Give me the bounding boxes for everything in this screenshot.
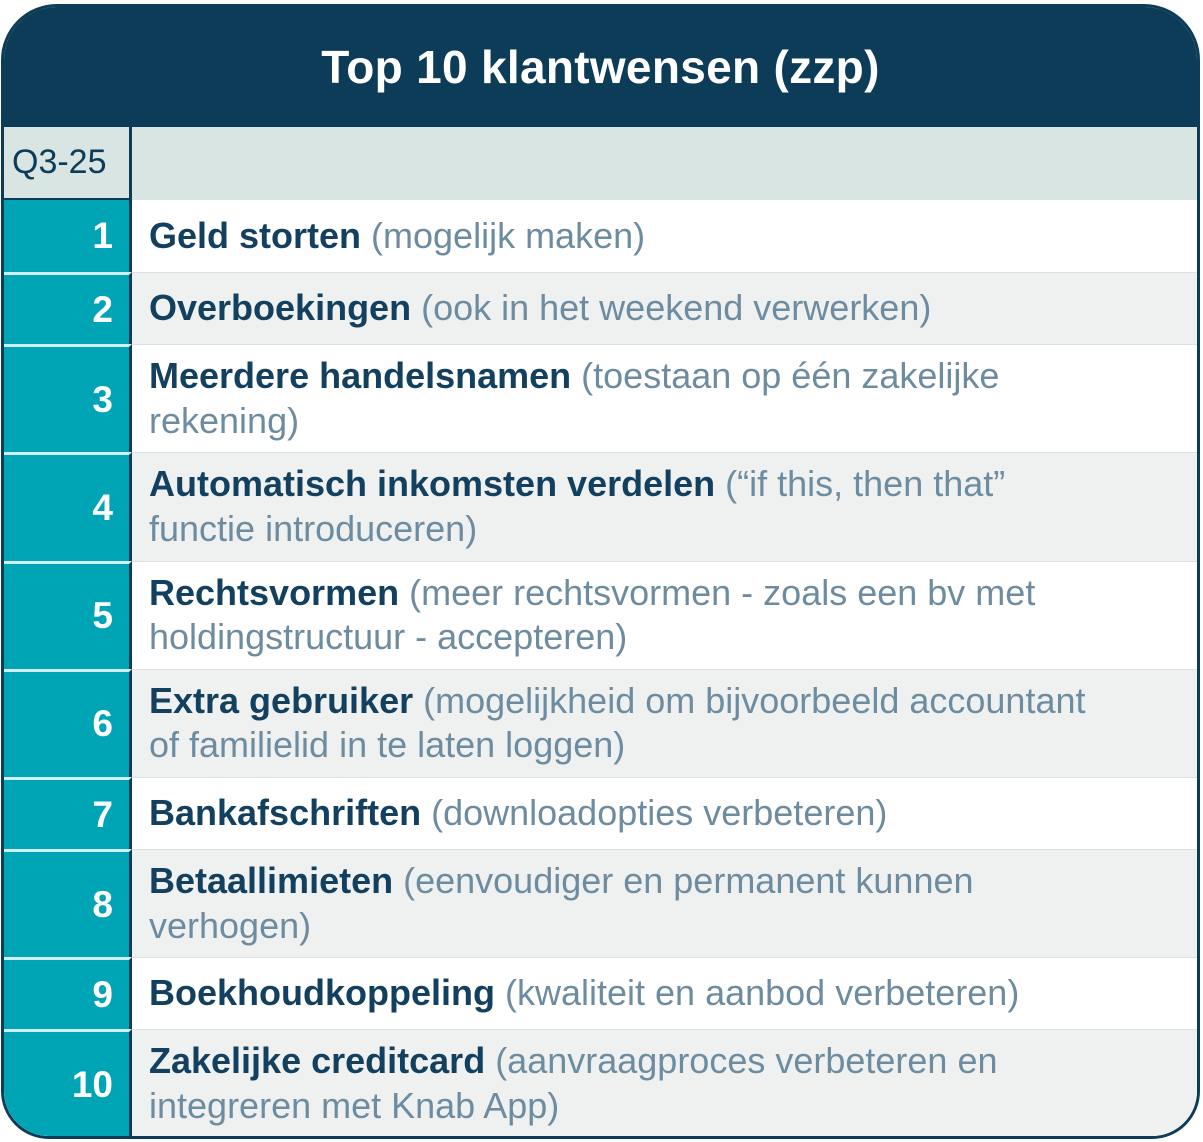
wish-text: Betaallimieten (eenvoudiger en permanent … (149, 859, 1109, 948)
quarter-row-spacer (132, 127, 1197, 200)
rank-cell: 8 (4, 849, 132, 958)
rank-cell: 3 (4, 344, 132, 453)
wish-text: Automatisch inkomsten verdelen (“if this,… (149, 462, 1109, 551)
wish-cell: Overboekingen (ook in het weekend verwerk… (132, 272, 1197, 344)
wish-text: Rechtsvormen (meer rechtsvormen - zoals e… (149, 571, 1109, 660)
table-row: 6 Extra gebruiker (mogelijkheid om bijvoo… (4, 668, 1197, 777)
card-header: Top 10 klantwensen (zzp) (4, 7, 1197, 127)
quarter-label-cell: Q3-25 (4, 127, 132, 200)
rank-number: 3 (92, 378, 113, 420)
rank-cell: 7 (4, 777, 132, 849)
wish-detail: (kwaliteit en aanbod verbeteren) (505, 972, 1020, 1014)
wish-text: Zakelijke creditcard (aanvraagproces verb… (149, 1039, 1109, 1128)
wish-title: Geld storten (149, 214, 362, 256)
wish-cell: Meerdere handelsnamen (toestaan op één za… (132, 344, 1197, 452)
rank-number: 1 (92, 215, 113, 256)
wish-text: Geld storten (mogelijk maken) (149, 214, 645, 259)
quarter-row: Q3-25 (4, 127, 1197, 200)
rank-number: 7 (92, 793, 113, 835)
rank-cell: 9 (4, 957, 132, 1030)
wish-title: Automatisch inkomsten verdelen (149, 463, 716, 505)
wish-text: Extra gebruiker (mogelijkheid om bijvoorb… (149, 679, 1109, 768)
page-title: Top 10 klantwensen (zzp) (321, 41, 880, 93)
wish-detail: (aanvraagproces verbeteren en integreren… (149, 1040, 998, 1126)
wish-detail: (“if this, then that” functie introducer… (149, 463, 1006, 549)
wish-detail: (ook in het weekend verwerken) (421, 287, 932, 329)
wish-cell: Betaallimieten (eenvoudiger en permanent … (132, 849, 1197, 957)
table-row: 1 Geld storten (mogelijk maken) (4, 200, 1197, 272)
table-row: 3 Meerdere handelsnamen (toestaan op één … (4, 344, 1197, 453)
rank-cell: 4 (4, 452, 132, 561)
wish-text: Meerdere handelsnamen (toestaan op één za… (149, 354, 1109, 443)
rank-cell: 2 (4, 272, 132, 344)
rank-cell: 1 (4, 200, 132, 272)
table-row: 9 Boekhoudkoppeling (kwaliteit en aanbod … (4, 957, 1197, 1030)
rank-number: 2 (92, 288, 113, 330)
table-row: 7 Bankafschriften (downloadopties verbete… (4, 777, 1197, 849)
wish-cell: Boekhoudkoppeling (kwaliteit en aanbod ve… (132, 957, 1197, 1029)
wish-detail: (downloadopties verbeteren) (431, 792, 888, 834)
wish-cell: Zakelijke creditcard (aanvraagproces verb… (132, 1029, 1197, 1136)
wish-title: Overboekingen (149, 287, 412, 329)
table-row: 4 Automatisch inkomsten verdelen (“if thi… (4, 452, 1197, 561)
wish-text: Overboekingen (ook in het weekend verwerk… (149, 286, 931, 331)
wish-detail: (toestaan op één zakelijke rekening) (149, 355, 1000, 441)
rank-number: 9 (92, 973, 113, 1015)
wish-title: Rechtsvormen (149, 571, 400, 613)
rank-cell: 10 (4, 1029, 132, 1136)
wish-cell: Rechtsvormen (meer rechtsvormen - zoals e… (132, 560, 1197, 669)
wish-title: Meerdere handelsnamen (149, 355, 572, 396)
rank-number: 8 (92, 883, 113, 925)
wish-cell: Geld storten (mogelijk maken) (132, 200, 1197, 272)
table-row: 2 Overboekingen (ook in het weekend verwe… (4, 272, 1197, 344)
wish-title: Extra gebruiker (149, 679, 414, 721)
wish-text: Boekhoudkoppeling (kwaliteit en aanbod ve… (149, 971, 1019, 1016)
wish-title: Zakelijke creditcard (149, 1040, 486, 1082)
ranking-table: 1 Geld storten (mogelijk maken) 2 Overboe… (4, 200, 1197, 1136)
wish-title: Boekhoudkoppeling (149, 972, 495, 1014)
rank-cell: 6 (4, 668, 132, 777)
table-row: 5 Rechtsvormen (meer rechtsvormen - zoals… (4, 560, 1197, 669)
wish-title: Betaallimieten (149, 860, 394, 901)
wish-title: Bankafschriften (149, 792, 422, 834)
wish-detail: (mogelijkheid om bijvoorbeeld accountant… (149, 679, 1086, 766)
rank-number: 10 (71, 1063, 113, 1105)
wish-cell: Bankafschriften (downloadopties verbetere… (132, 777, 1197, 849)
wish-cell: Automatisch inkomsten verdelen (“if this,… (132, 452, 1197, 560)
rank-number: 5 (92, 595, 113, 637)
wish-cell: Extra gebruiker (mogelijkheid om bijvoorb… (132, 668, 1197, 777)
rank-number: 6 (92, 703, 113, 745)
rank-number: 4 (92, 486, 113, 528)
rank-cell: 5 (4, 560, 132, 669)
table-row: 8 Betaallimieten (eenvoudiger en permanen… (4, 849, 1197, 958)
wish-detail: (meer rechtsvormen - zoals een bv met ho… (149, 571, 1036, 658)
wish-detail: (eenvoudiger en permanent kunnen verhoge… (149, 860, 974, 946)
wish-text: Bankafschriften (downloadopties verbetere… (149, 791, 887, 836)
wish-detail: (mogelijk maken) (371, 214, 646, 256)
top10-card: Top 10 klantwensen (zzp) Q3-25 1 Geld st… (1, 4, 1200, 1139)
table-row: 10 Zakelijke creditcard (aanvraagproces v… (4, 1029, 1197, 1136)
quarter-label: Q3-25 (12, 143, 107, 181)
